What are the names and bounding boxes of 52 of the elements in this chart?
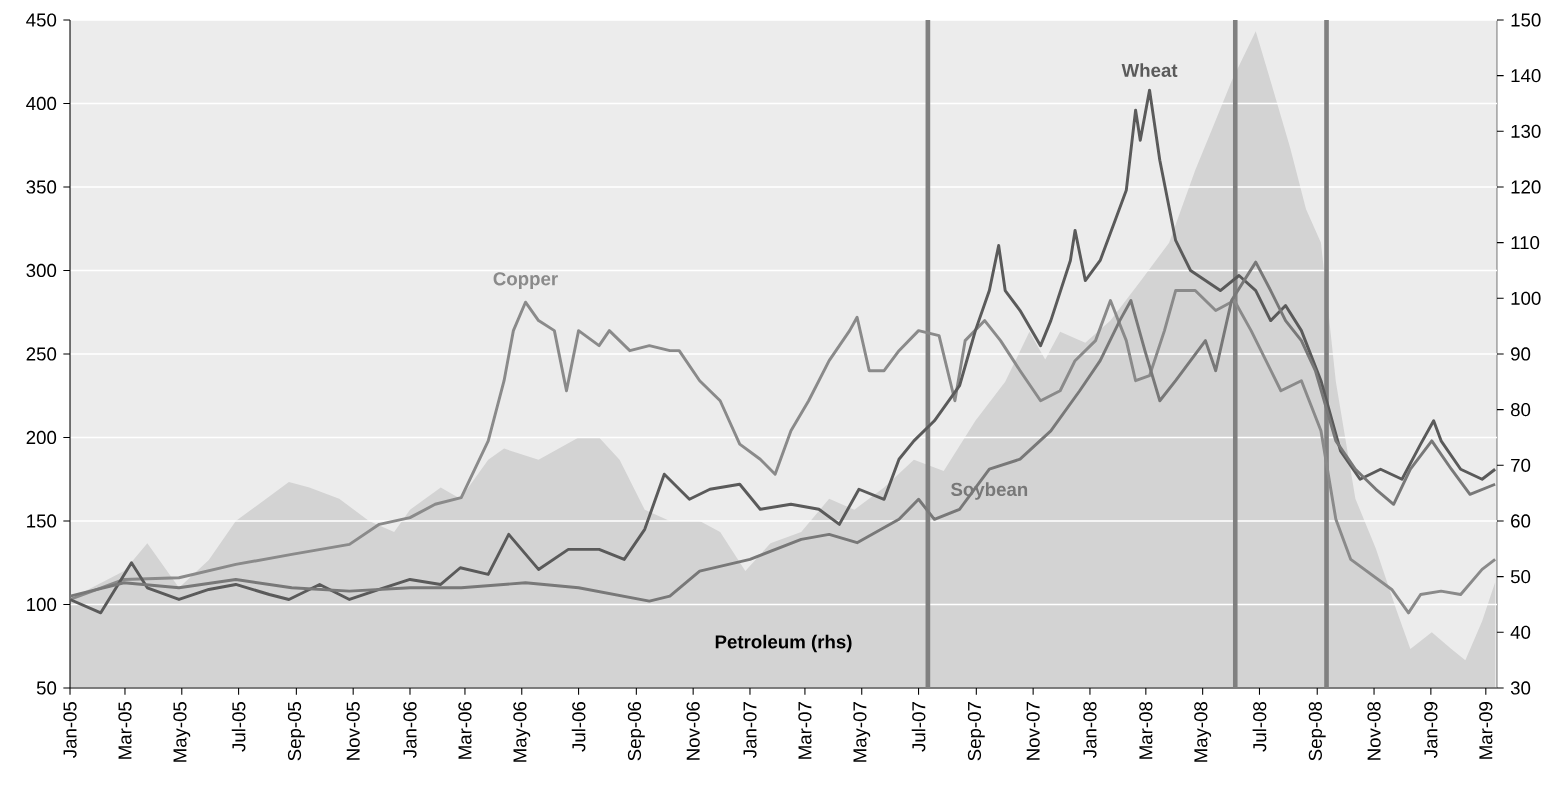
x-tick-label: Jan-08 [1083, 701, 1097, 758]
line-series [70, 88, 1497, 615]
y-tick-label: 400 [26, 96, 57, 111]
x-tick-label: Mar-05 [118, 701, 132, 759]
x-tick-label: Jul-05 [231, 701, 246, 752]
y-tick-label: 150 [27, 514, 57, 528]
x-tick-label: May-08 [1194, 701, 1212, 762]
series-label: Copper [493, 272, 558, 290]
x-tick-label: May-05 [173, 701, 191, 762]
y2-tick-label: 130 [1511, 124, 1541, 138]
x-tick-label: Sep-05 [287, 701, 305, 761]
y2-tick-label: 140 [1511, 69, 1541, 83]
y-tick-label: 200 [26, 430, 57, 445]
series-label: Wheat [1121, 63, 1178, 77]
y2-tick-label: 60 [1511, 514, 1531, 528]
y-tick-label: 50 [36, 681, 57, 695]
y-tick-label: 250 [26, 347, 57, 361]
x-tick-label: Jan-05 [63, 701, 77, 758]
y2-tick-label: 40 [1510, 625, 1531, 639]
x-tick-label: Sep-06 [627, 701, 645, 761]
x-tick-label: Nov-08 [1367, 701, 1381, 760]
x-tick-label: Jul-06 [571, 701, 586, 752]
y2-tick-label: 50 [1510, 570, 1531, 584]
x-tick-label: Jan-07 [743, 702, 757, 758]
y2-tick-label: 120 [1511, 180, 1541, 194]
x-tick-label: Mar-09 [1479, 702, 1493, 759]
x-tick-label: Mar-07 [798, 702, 812, 759]
x-tick-label: Nov-07 [1026, 702, 1040, 760]
y2-tick-label: 90 [1511, 347, 1531, 361]
x-tick-label: Jan-09 [1424, 702, 1438, 758]
x-tick-label: Jan-06 [403, 701, 417, 758]
x-tick-label: Mar-08 [1139, 701, 1153, 759]
x-tick-label: Sep-08 [1308, 701, 1326, 761]
y2-tick-label: 30 [1510, 681, 1531, 695]
y2-tick-label: 110 [1511, 236, 1540, 250]
x-tick-label: Nov-05 [346, 701, 360, 760]
x-tick-label: May-06 [513, 701, 531, 762]
x-tick-label: Jul-08 [1252, 701, 1267, 752]
y-tick-label: 350 [26, 180, 57, 194]
x-tick-label: Jul-07 [911, 702, 926, 752]
y-tick-label: 300 [26, 263, 57, 278]
y2-tick-label: 150 [1511, 13, 1541, 27]
x-tick-label: Sep-07 [967, 702, 985, 761]
y2-tick-label: 70 [1511, 458, 1531, 472]
x-tick-label: May-07 [853, 702, 871, 762]
x-tick-label: Mar-06 [458, 701, 472, 759]
y2-tick-label: 80 [1510, 403, 1531, 417]
series-label: Petroleum (rhs) [715, 634, 852, 653]
x-tick-label: Nov-06 [686, 701, 700, 760]
y2-tick-label: 100 [1511, 291, 1541, 305]
y-tick-label: 100 [27, 597, 57, 612]
y-tick-label: 450 [26, 13, 57, 27]
